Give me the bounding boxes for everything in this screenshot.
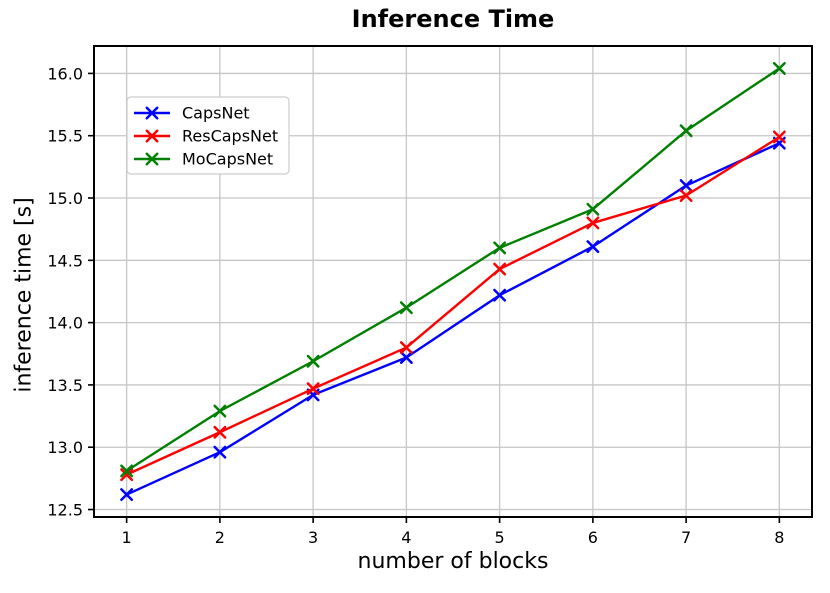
legend-label: MoCapsNet: [182, 150, 273, 169]
data-marker-rescapsnet: [306, 382, 320, 396]
chart-title: Inference Time: [351, 5, 555, 33]
x-tick-label: 1: [122, 528, 132, 547]
y-tick-label: 13.0: [47, 438, 83, 457]
y-tick-label: 15.0: [47, 189, 83, 208]
x-tick-label: 8: [774, 528, 784, 547]
x-tick-label: 6: [588, 528, 598, 547]
x-axis-label: number of blocks: [357, 549, 549, 574]
x-tick-label: 4: [401, 528, 411, 547]
data-marker-capsnet: [679, 179, 693, 193]
x-tick-label: 5: [495, 528, 505, 547]
data-marker-rescapsnet: [399, 341, 413, 354]
data-marker-mocapsnet: [493, 241, 507, 255]
y-tick-label: 16.0: [47, 64, 83, 83]
data-marker-mocapsnet: [399, 301, 413, 315]
axes-frame: [93, 45, 813, 518]
data-marker-rescapsnet: [772, 130, 786, 144]
x-tick-label: 2: [215, 528, 225, 547]
y-tick-label: 15.5: [47, 127, 83, 146]
data-marker-mocapsnet: [306, 354, 320, 368]
data-marker-rescapsnet: [586, 216, 600, 230]
legend-box: [126, 96, 290, 175]
data-marker-capsnet: [213, 445, 227, 459]
x-tick-label: 7: [681, 528, 691, 547]
x-tick-label: 3: [308, 528, 318, 547]
data-marker-mocapsnet: [772, 61, 786, 75]
series-line-capsnet: [126, 142, 780, 496]
data-marker-mocapsnet: [679, 124, 693, 138]
legend-marker-x: [145, 152, 159, 166]
data-marker-capsnet: [493, 288, 507, 302]
data-marker-mocapsnet: [120, 464, 134, 478]
legend-label: CapsNet: [182, 104, 250, 123]
data-marker-mocapsnet: [213, 404, 227, 418]
data-marker-mocapsnet: [586, 202, 600, 216]
data-marker-capsnet: [120, 488, 134, 502]
legend-marker-x: [145, 106, 159, 120]
legend-label: ResCapsNet: [182, 127, 278, 146]
data-marker-rescapsnet: [120, 468, 134, 482]
y-tick-label: 14.0: [47, 314, 83, 333]
y-tick-label: 12.5: [47, 501, 83, 520]
series-line-rescapsnet: [126, 135, 781, 476]
y-tick-label: 14.5: [47, 251, 83, 270]
y-tick-label: 13.5: [47, 376, 83, 395]
data-marker-rescapsnet: [679, 189, 693, 202]
data-marker-capsnet: [586, 240, 600, 254]
data-marker-rescapsnet: [213, 425, 227, 439]
data-marker-capsnet: [399, 351, 413, 364]
series-line-mocapsnet: [125, 67, 781, 472]
data-marker-rescapsnet: [493, 262, 507, 276]
legend-marker-x: [145, 129, 159, 143]
